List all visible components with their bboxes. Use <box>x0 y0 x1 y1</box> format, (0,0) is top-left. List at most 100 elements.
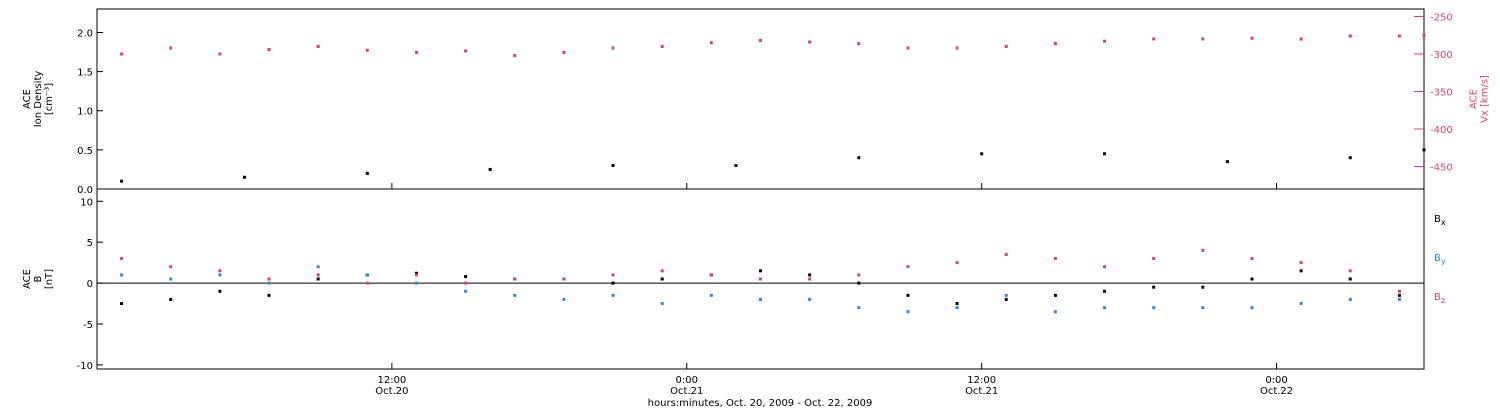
black-point <box>1422 148 1426 152</box>
by-point <box>562 297 566 301</box>
field-tick-label: -5 <box>83 320 93 331</box>
legend-symbol: B <box>1434 214 1441 225</box>
axis-label-line: ACE <box>22 269 33 289</box>
pink-point <box>857 42 861 45</box>
density-tick-label: 2.0 <box>77 28 93 39</box>
time-tick-label: 0:00 <box>1265 375 1287 386</box>
bx-point <box>808 273 812 277</box>
legend-entry: By <box>1434 253 1446 266</box>
by-point <box>218 273 222 277</box>
black-point <box>1348 156 1352 160</box>
field-tick-label: -10 <box>77 361 93 372</box>
bx-point <box>218 289 222 293</box>
by-point <box>906 310 910 314</box>
black-point <box>1225 160 1229 164</box>
bz-point <box>1348 269 1352 273</box>
bx-point <box>1397 293 1401 297</box>
by-point <box>414 281 418 285</box>
by-point <box>1397 297 1401 301</box>
pink-point <box>808 40 812 44</box>
bz-point <box>1053 257 1057 261</box>
pink-point <box>660 45 664 48</box>
bx-point <box>660 277 664 281</box>
bx-point <box>1201 285 1205 289</box>
pink-point <box>513 54 517 57</box>
by-point <box>464 289 468 293</box>
density-tick-label: 1.5 <box>77 68 93 79</box>
black-point <box>242 175 246 179</box>
bz-point <box>562 277 566 281</box>
black-point <box>488 167 492 171</box>
legend-subscript: y <box>1441 257 1446 266</box>
bx-point <box>611 281 615 285</box>
by-point <box>1053 310 1057 314</box>
bx-point <box>1103 289 1107 293</box>
axis-label-line: [nT] <box>44 269 55 289</box>
pink-point <box>1004 45 1008 48</box>
bz-point <box>660 269 664 273</box>
black-point <box>734 164 738 168</box>
velocity-tick-label: -350 <box>1430 88 1453 99</box>
date-tick-label: Oct.21 <box>965 386 998 397</box>
bx-point <box>414 271 418 275</box>
time-tick-label: 12:00 <box>967 375 996 386</box>
top-panel-data <box>120 33 1426 183</box>
bottom-left-axis: 10 5 0 -5 -10 <box>77 197 103 372</box>
field-tick-label: 10 <box>80 197 93 208</box>
density-tick-label: 1.0 <box>77 107 93 118</box>
bz-point <box>1397 289 1401 293</box>
pink-point <box>1103 39 1107 43</box>
velocity-tick-label: -400 <box>1430 125 1453 136</box>
by-point <box>955 306 959 310</box>
by-point <box>759 297 762 301</box>
bx-point <box>906 293 910 297</box>
top-left-axis: 0.0 0.5 1.0 1.5 2.0 <box>77 28 103 196</box>
date-tick-label: Oct.22 <box>1260 386 1293 397</box>
x-axis-label: hours:minutes, Oct. 20, 2009 - Oct. 22, … <box>648 398 873 409</box>
pink-point <box>906 46 910 50</box>
bz-point <box>709 273 713 277</box>
by-point <box>169 277 173 281</box>
legend-subscript: x <box>1441 218 1446 227</box>
by-point <box>1250 306 1254 310</box>
bx-point <box>1299 269 1303 273</box>
velocity-axis-label: ACE Vx [km/s] <box>1469 75 1491 123</box>
axis-label-line: Vx [km/s] <box>1480 75 1491 123</box>
black-point <box>365 171 369 175</box>
pink-point <box>1201 37 1205 41</box>
by-point <box>365 273 369 277</box>
by-point <box>513 293 517 297</box>
date-tick-label: Oct.20 <box>375 386 408 397</box>
density-axis-label: ACE Ion Density [cm⁻³] <box>22 71 55 128</box>
by-point <box>808 297 812 301</box>
bz-point <box>1201 248 1205 252</box>
axis-label-line: Ion Density <box>33 71 44 128</box>
bx-point <box>120 302 124 306</box>
top-right-axis: -250 -300 -350 -400 -450 <box>1414 13 1453 174</box>
bz-point <box>611 273 615 277</box>
by-point <box>1348 297 1352 301</box>
bz-point <box>1004 252 1008 256</box>
black-point <box>611 164 615 168</box>
pink-point <box>316 45 320 48</box>
pink-point <box>169 46 173 50</box>
pink-point <box>1397 34 1401 38</box>
bz-point <box>906 265 910 269</box>
bx-point <box>1348 277 1352 281</box>
pink-point <box>562 51 566 54</box>
pink-point <box>1348 34 1352 38</box>
pink-point <box>611 46 615 50</box>
pink-point <box>365 48 369 52</box>
bottom-panel-data <box>120 248 1401 314</box>
pink-point <box>1299 37 1303 41</box>
bx-point <box>1053 293 1057 297</box>
legend-subscript: z <box>1441 296 1445 305</box>
pink-point <box>464 49 468 53</box>
pink-point <box>1250 36 1254 40</box>
bz-point <box>759 277 762 281</box>
bz-point <box>1103 265 1107 269</box>
by-point <box>1299 302 1303 306</box>
bx-point <box>1004 297 1008 301</box>
